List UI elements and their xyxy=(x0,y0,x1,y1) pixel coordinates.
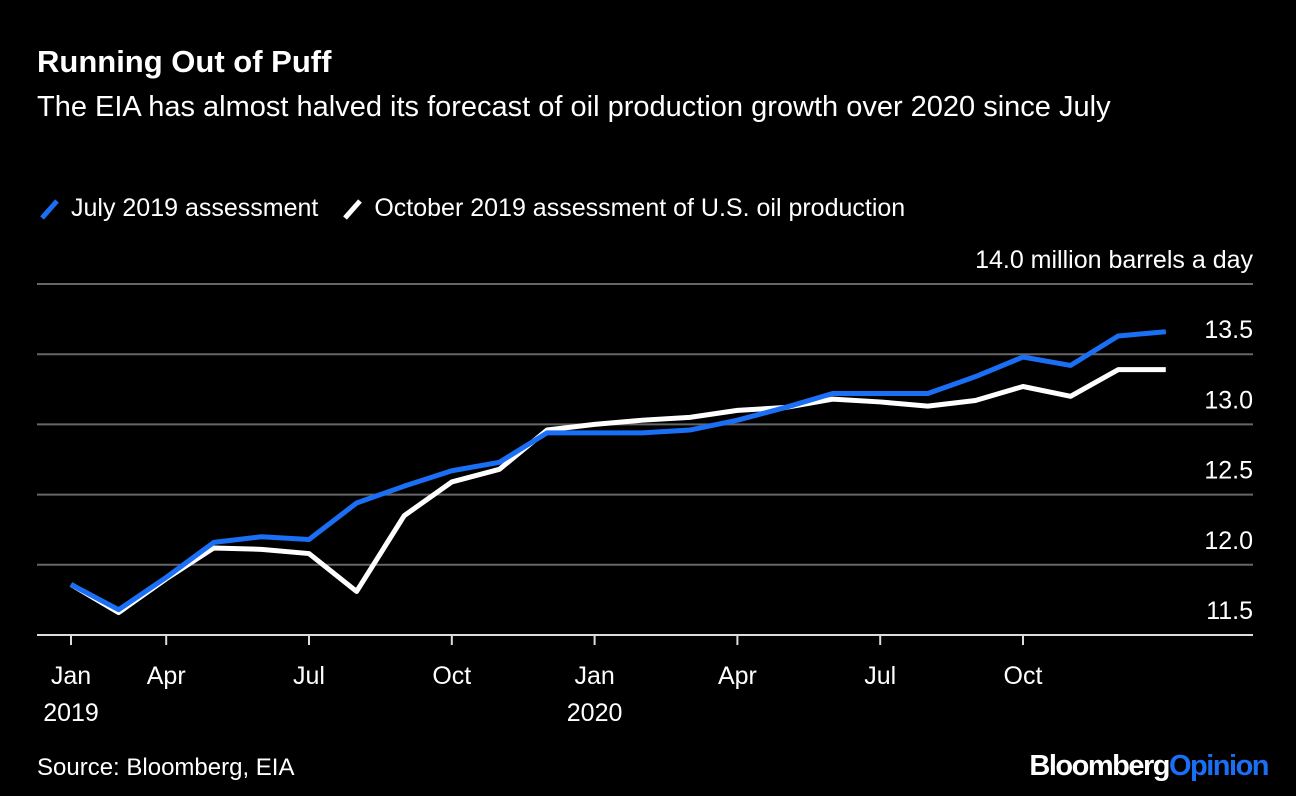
logo-suffix: Opinion xyxy=(1168,750,1270,782)
x-tick-label: Oct xyxy=(432,662,472,690)
legend-swatch xyxy=(343,198,363,220)
x-tick-label: Apr xyxy=(146,662,186,690)
x-tick-label: Jan 2019 xyxy=(43,662,99,727)
chart-subtitle: The EIA has almost halved its forecast o… xyxy=(37,91,1111,123)
legend-swatch-line xyxy=(40,198,59,220)
y-tick-label: 12.5 xyxy=(1204,457,1253,485)
legend-swatch-line xyxy=(343,198,363,220)
line xyxy=(69,329,1167,613)
legend-swatch xyxy=(40,198,59,220)
logo: BloombergOpinion xyxy=(1029,750,1270,783)
y-tick-label: 11.5 xyxy=(1206,597,1253,625)
x-tick-label: Jul xyxy=(293,662,325,690)
legend-item: July 2019 assessment xyxy=(37,194,318,223)
chart-title: Running Out of Puff xyxy=(37,44,332,79)
legend-item: October 2019 assessment of U.S. oil prod… xyxy=(340,194,905,223)
line xyxy=(69,367,1166,616)
x-tick-label: Oct xyxy=(1003,662,1043,690)
y-tick-label: 12.0 xyxy=(1204,527,1253,555)
x-tick-label: Jan 2020 xyxy=(566,662,623,727)
y-tick-label: 14.0 million barrels a day xyxy=(975,246,1253,274)
y-tick-label: 13.0 xyxy=(1204,386,1253,414)
x-tick-label: Apr xyxy=(717,662,757,690)
y-tick-label: 13.5 xyxy=(1204,316,1253,344)
legend-label: July 2019 assessment xyxy=(71,194,319,222)
x-tick-label: Jul xyxy=(864,662,897,690)
legend: July 2019 assessment October 2019 assessm… xyxy=(37,194,905,223)
legend-label: October 2019 assessment of U.S. oil prod… xyxy=(374,194,906,222)
source: Source: Bloomberg, EIA xyxy=(37,754,295,781)
logo-brand: Bloomberg xyxy=(1029,750,1170,782)
